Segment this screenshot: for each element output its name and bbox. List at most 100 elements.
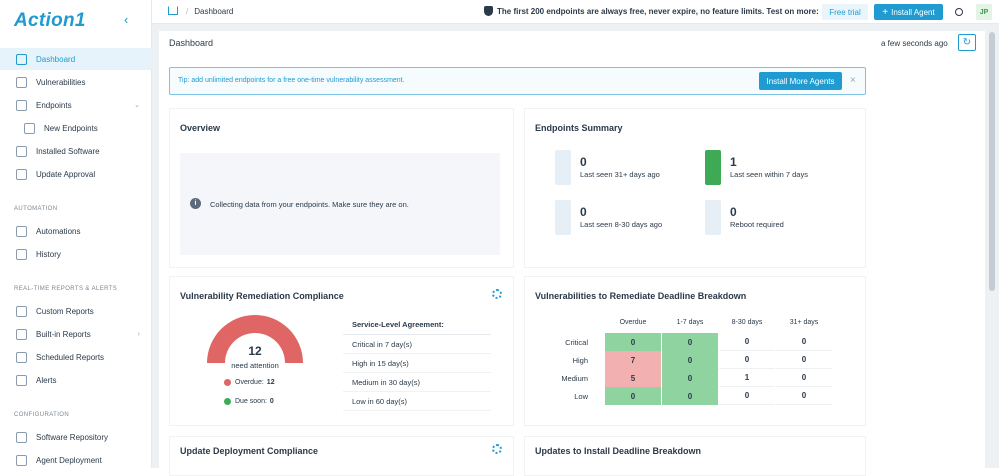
deadline-cell[interactable]: 0 (719, 351, 775, 369)
layers-icon (16, 328, 27, 340)
deadline-card: Vulnerabilities to Remediate Deadline Br… (524, 276, 866, 426)
shield-icon (484, 6, 493, 16)
compliance-gauge (207, 315, 303, 363)
row-label: Medium (561, 374, 588, 383)
overview-message: Collecting data from your endpoints. Mak… (210, 200, 409, 209)
summary-bar (705, 200, 721, 235)
dashboard-board: Dashboard a few seconds ago ↻ Tip: add u… (159, 31, 985, 476)
sidebar-item-update-approval[interactable]: Update Approval (0, 163, 152, 185)
sla-row: Critical in 7 day(s) (343, 335, 491, 354)
compliance-title: Vulnerability Remediation Compliance (180, 291, 344, 301)
legend-overdue: Overdue: 12 (224, 379, 275, 386)
gear-icon[interactable] (492, 289, 502, 299)
deadline-cell[interactable]: 0 (719, 333, 775, 351)
endpoints-summary-title: Endpoints Summary (535, 123, 623, 133)
install-agent-button[interactable]: + Install Agent (874, 4, 943, 20)
deadline-cell[interactable]: 0 (662, 387, 718, 405)
tip-text: Tip: add unlimited endpoints for a free … (178, 77, 405, 84)
overview-card: Overview i Collecting data from your end… (169, 108, 514, 268)
free-trial-button[interactable]: Free trial (822, 4, 868, 20)
deadline-cell[interactable]: 0 (719, 387, 775, 405)
install-more-agents-button[interactable]: Install More Agents (759, 72, 842, 90)
column-header: 31+ days (789, 319, 819, 326)
sla-row: High in 15 day(s) (343, 354, 491, 373)
column-header: 8-30 days (731, 319, 763, 326)
compliance-card: Vulnerability Remediation Compliance 12 … (169, 276, 514, 426)
scrollbar[interactable] (989, 32, 995, 291)
deadline-cell[interactable]: 0 (662, 333, 718, 351)
deadline-cell[interactable]: 0 (776, 387, 832, 405)
summary-bar (555, 200, 571, 235)
sidebar-item-new-endpoints[interactable]: New Endpoints (0, 117, 152, 139)
sidebar-item-alerts[interactable]: Alerts (0, 369, 152, 391)
summary-value[interactable]: 1 (730, 155, 737, 169)
deadline-cell[interactable]: 7 (605, 351, 661, 369)
refresh-icon: ↻ (962, 37, 972, 48)
deadline-cell[interactable]: 0 (776, 369, 832, 387)
summary-bar (555, 150, 571, 185)
home-icon[interactable] (168, 6, 178, 15)
updates-deadline-card: Updates to Install Deadline Breakdown (524, 436, 866, 476)
breadcrumb: / Dashboard (186, 7, 234, 16)
layers-icon (24, 122, 35, 134)
sidebar: Action1 ‹ Dashboard Vulnerabilities Endp… (0, 0, 152, 468)
summary-label: Last seen within 7 days (730, 170, 808, 179)
sidebar-item-history[interactable]: History (0, 243, 152, 265)
sla-row: Low in 60 day(s) (343, 392, 491, 411)
section-configuration: CONFIGURATION (14, 412, 70, 418)
row-label: Critical (565, 338, 588, 347)
sidebar-item-endpoints[interactable]: Endpoints ⌄ (0, 94, 152, 116)
sidebar-item-automations[interactable]: Automations (0, 220, 152, 242)
summary-label: Last seen 31+ days ago (580, 170, 660, 179)
avatar[interactable]: JP (976, 4, 992, 20)
sidebar-item-dashboard[interactable]: Dashboard (0, 48, 152, 70)
refresh-button[interactable]: ↻ (958, 34, 976, 51)
deadline-cell[interactable]: 5 (605, 369, 661, 387)
sla-table: Service-Level Agreement: Critical in 7 d… (343, 315, 491, 411)
app-logo[interactable]: Action1 (14, 10, 86, 31)
sidebar-item-software-repository[interactable]: Software Repository (0, 426, 152, 448)
summary-label: Reboot required (730, 220, 784, 229)
row-label: High (572, 356, 588, 365)
deadline-cell[interactable]: 0 (605, 387, 661, 405)
deadline-cell[interactable]: 0 (776, 333, 832, 351)
summary-value[interactable]: 0 (580, 155, 587, 169)
sidebar-item-vulnerabilities[interactable]: Vulnerabilities (0, 71, 152, 93)
gauge-count: 12 (248, 344, 262, 358)
status-circle-icon[interactable] (955, 8, 963, 16)
summary-value[interactable]: 0 (730, 205, 737, 219)
legend-due-soon: Due soon: 0 (224, 398, 274, 405)
sidebar-item-custom-reports[interactable]: Custom Reports (0, 300, 152, 322)
bug-icon (16, 76, 27, 88)
layers-icon (16, 305, 27, 317)
summary-value[interactable]: 0 (580, 205, 587, 219)
overview-title: Overview (180, 123, 221, 133)
summary-bar (705, 150, 721, 185)
sidebar-item-scheduled-reports[interactable]: Scheduled Reports (0, 346, 152, 368)
check-badge-icon (16, 168, 27, 180)
deadline-cell[interactable]: 0 (662, 369, 718, 387)
promo-banner: The first 200 endpoints are always free,… (484, 6, 819, 16)
main-area: Dashboard a few seconds ago ↻ Tip: add u… (152, 24, 999, 476)
column-header: Overdue (619, 319, 647, 326)
gauge-label: need attention (231, 361, 279, 370)
endpoints-summary-card: Endpoints Summary 0 Last seen 31+ days a… (524, 108, 866, 268)
dashboard-icon (16, 53, 27, 65)
deadline-cell[interactable]: 0 (605, 333, 661, 351)
alert-icon (16, 374, 27, 386)
deadline-cell[interactable]: 0 (662, 351, 718, 369)
close-icon[interactable]: × (850, 75, 856, 86)
sidebar-item-installed-software[interactable]: Installed Software (0, 140, 152, 162)
endpoints-icon (16, 99, 27, 111)
sidebar-item-built-in-reports[interactable]: Built-in Reports › (0, 323, 152, 345)
deadline-cell[interactable]: 0 (776, 351, 832, 369)
update-compliance-card: Update Deployment Compliance (169, 436, 514, 476)
section-automation: AUTOMATION (14, 206, 58, 212)
sidebar-item-agent-deployment[interactable]: Agent Deployment (0, 449, 152, 471)
collapse-sidebar-icon[interactable]: ‹ (124, 12, 129, 27)
chevron-down-icon: ⌄ (134, 102, 140, 109)
deadline-cell[interactable]: 1 (719, 369, 775, 387)
tip-banner: Tip: add unlimited endpoints for a free … (169, 67, 866, 95)
due-dot-icon (224, 398, 231, 405)
gear-icon[interactable] (492, 444, 502, 454)
